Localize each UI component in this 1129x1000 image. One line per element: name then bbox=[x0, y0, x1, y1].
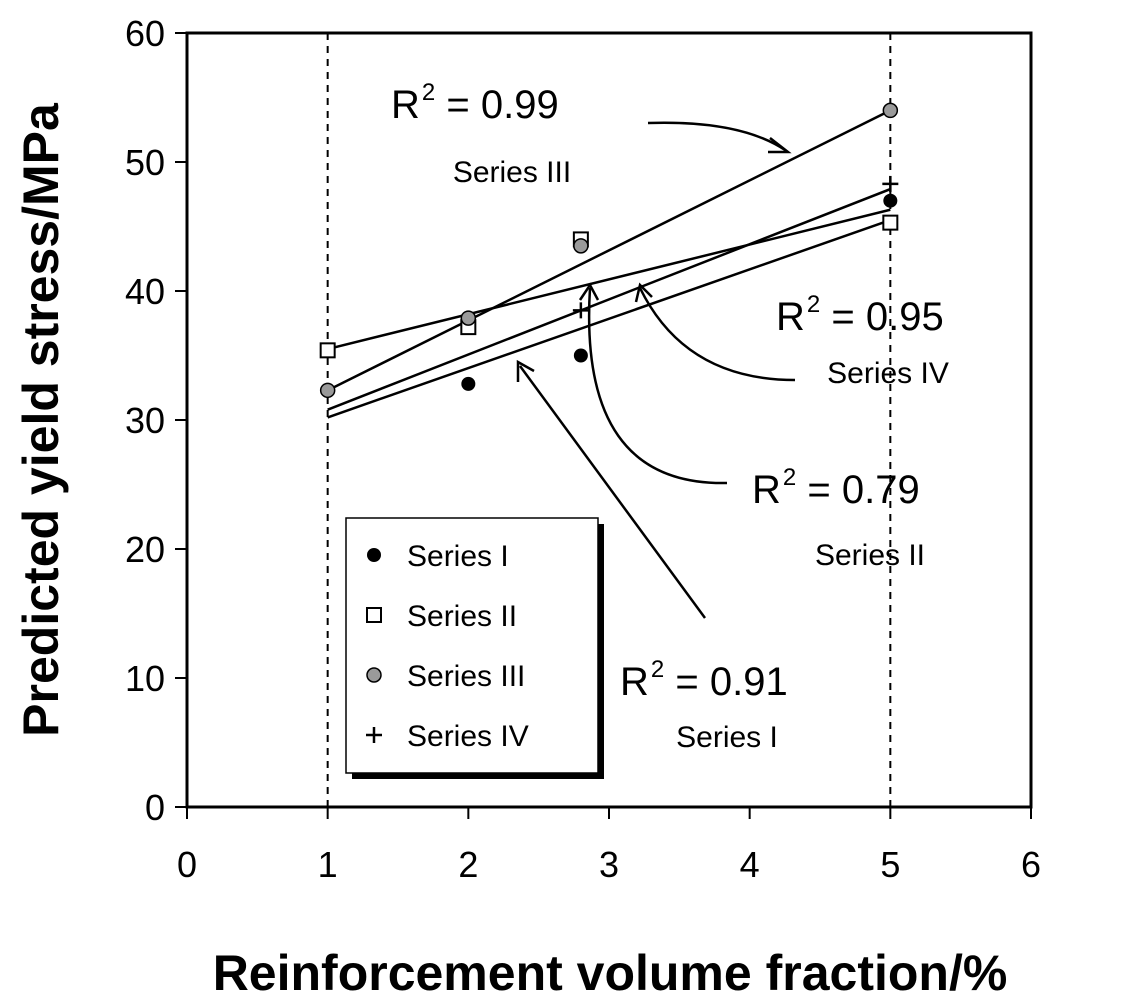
ticks bbox=[175, 32, 1032, 819]
annotation-arrows bbox=[516, 121, 796, 619]
x-tick-label: 6 bbox=[1021, 844, 1041, 885]
point-series-1 bbox=[461, 376, 476, 391]
arrow-series-iv bbox=[638, 287, 796, 382]
fit-line-series-4 bbox=[327, 187, 891, 411]
x-tick-label: 0 bbox=[177, 844, 197, 885]
arrowhead-series-i bbox=[516, 359, 535, 382]
arrow-series-iii bbox=[647, 121, 786, 152]
x-tick-label: 3 bbox=[599, 844, 619, 885]
r2-label-series-1: R2 = 0.91 bbox=[620, 656, 788, 704]
r2-symbol: R bbox=[752, 468, 781, 512]
point-series-2 bbox=[319, 342, 336, 359]
r2-value: = 0.79 bbox=[796, 468, 919, 512]
point-series-2 bbox=[882, 214, 899, 231]
r2-superscript: 2 bbox=[783, 464, 796, 491]
fit-line-series-3 bbox=[327, 109, 891, 392]
r2-label-series-2: R2 = 0.79 bbox=[752, 464, 920, 512]
legend-marker-series-4 bbox=[366, 727, 382, 743]
point-series-3 bbox=[319, 382, 336, 399]
r2-symbol: R bbox=[391, 83, 420, 127]
fit-line-series-1 bbox=[327, 218, 891, 419]
legend: Series I Series II Series III Series IV bbox=[366, 540, 529, 753]
r2-symbol: R bbox=[776, 295, 805, 339]
x-tick-label: 5 bbox=[880, 844, 900, 885]
series-caption-2: Series II bbox=[815, 539, 925, 572]
y-tick-label: 0 bbox=[145, 787, 165, 828]
legend-label-series-1: Series I bbox=[407, 540, 509, 573]
fit-line-series-2 bbox=[327, 208, 891, 351]
point-series-4 bbox=[882, 175, 899, 192]
point-series-3 bbox=[882, 102, 899, 119]
point-series-3 bbox=[460, 310, 477, 326]
series-caption-1: Series I bbox=[676, 721, 778, 754]
x-tick-label: 4 bbox=[740, 844, 760, 885]
series-caption-3: Series III bbox=[453, 156, 571, 189]
r2-superscript: 2 bbox=[422, 79, 435, 106]
point-series-3 bbox=[573, 238, 589, 254]
point-series-1 bbox=[573, 348, 588, 363]
y-tick-label: 60 bbox=[125, 13, 165, 54]
x-axis-title: Reinforcement volume fraction/% bbox=[213, 945, 1008, 1000]
point-series-1 bbox=[883, 193, 898, 208]
fit-lines bbox=[327, 109, 891, 419]
r2-label-series-4: R2 = 0.95 bbox=[776, 291, 944, 339]
legend-label-series-2: Series II bbox=[407, 600, 517, 633]
x-tick-label: 2 bbox=[458, 844, 478, 885]
y-tick-label: 10 bbox=[125, 658, 165, 699]
y-tick-label: 40 bbox=[125, 271, 165, 312]
arrowhead-series-ii bbox=[578, 282, 600, 301]
series-caption-4: Series IV bbox=[827, 357, 949, 390]
legend-marker-series-2 bbox=[366, 607, 382, 623]
x-tick-label: 1 bbox=[318, 844, 338, 885]
r2-value: = 0.95 bbox=[820, 295, 943, 339]
legend-marker-series-3 bbox=[366, 667, 382, 683]
r2-value: = 0.91 bbox=[664, 660, 787, 704]
y-tick-label: 20 bbox=[125, 529, 165, 570]
arrowhead-series-iv bbox=[634, 282, 653, 303]
r2-superscript: 2 bbox=[651, 656, 664, 683]
arrowhead-series-iii bbox=[768, 137, 792, 154]
arrow-series-i bbox=[518, 365, 707, 619]
y-tick-label: 50 bbox=[125, 142, 165, 183]
x-tick-labels: 0 1 2 3 4 5 6 bbox=[177, 844, 1041, 885]
legend-marker-series-1 bbox=[367, 548, 381, 562]
y-tick-label: 30 bbox=[125, 400, 165, 441]
r2-label-series-3: R2 = 0.99 bbox=[391, 79, 559, 127]
legend-box bbox=[345, 517, 599, 774]
data-points bbox=[319, 102, 899, 399]
r2-symbol: R bbox=[620, 660, 649, 704]
legend-label-series-3: Series III bbox=[407, 660, 525, 693]
y-tick-labels: 0 10 20 30 40 50 60 bbox=[125, 13, 165, 828]
r2-value: = 0.99 bbox=[435, 83, 558, 127]
legend-label-series-4: Series IV bbox=[407, 720, 529, 753]
r2-superscript: 2 bbox=[807, 291, 820, 318]
y-axis-title: Predicted yield stress/MPa bbox=[13, 102, 69, 737]
point-series-4 bbox=[572, 302, 589, 319]
arrow-series-ii bbox=[587, 287, 728, 485]
